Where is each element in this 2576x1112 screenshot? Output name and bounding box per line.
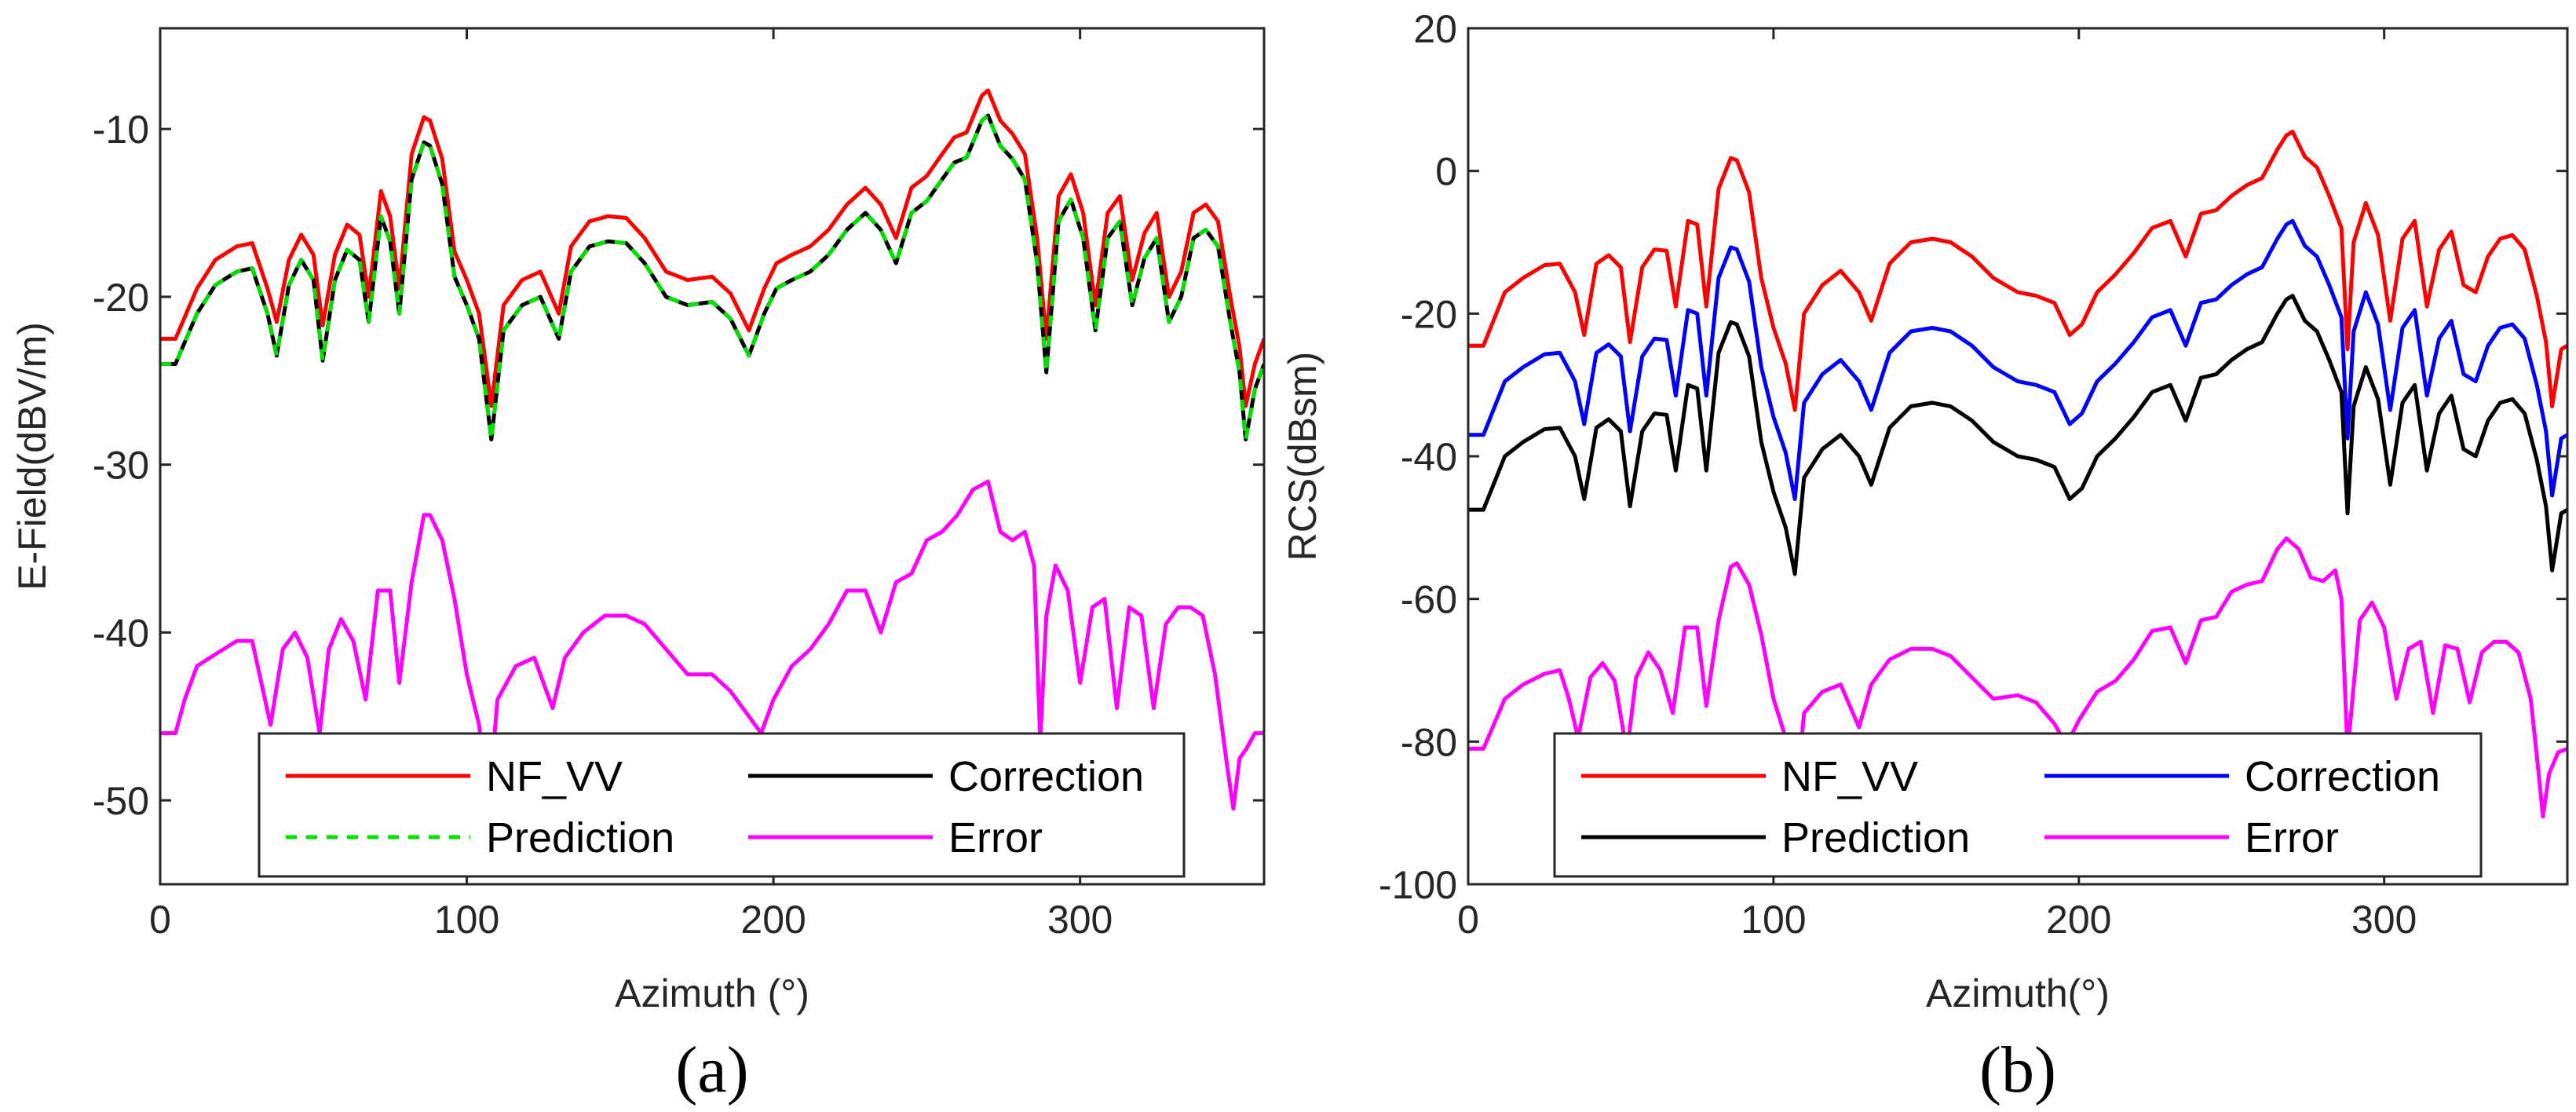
panel-b: 0 100 200 300200-20-40-60-80-100Azimuth(°)R… <box>1281 7 2569 1107</box>
series-line-error <box>160 479 1264 811</box>
legend: NF_VV Correction Prediction Error <box>1553 732 2483 878</box>
panel-a: 0 100 200 300 -10 -20 -30 -40 -50 Azimuth (°) E-Fi… <box>10 27 1266 1107</box>
series-line-error <box>1468 536 2567 819</box>
legend-label-correction: Correction <box>948 753 1144 800</box>
y-tick-label: -40 <box>93 611 149 655</box>
legend-label-nf-vv: NF_VV <box>1781 753 1918 800</box>
x-tick-label: 0 <box>1457 898 1479 942</box>
legend-label-error: Error <box>948 814 1043 861</box>
x-tick-label: 100 <box>1741 898 1806 942</box>
legend-box <box>258 732 1186 878</box>
y-axis-label: RCS(dBsm) <box>1281 352 1325 561</box>
y-tick-label: -40 <box>1401 435 1457 479</box>
y-tick-label: -50 <box>93 779 149 823</box>
x-tick-label: 300 <box>1047 898 1113 942</box>
x-tick-label: 200 <box>740 898 806 942</box>
legend-label-prediction: Prediction <box>486 814 674 861</box>
y-tick-label: 20 <box>1413 7 1457 51</box>
series-line-prediction <box>1468 294 2567 576</box>
x-tick-label: 200 <box>2046 898 2111 942</box>
y-axis-label: E-Field(dBV/m) <box>10 322 54 591</box>
legend-label-error: Error <box>2245 814 2339 861</box>
series-line-nf-vv <box>1468 130 2567 412</box>
x-tick-label: 100 <box>434 898 499 942</box>
y-tick-label: -10 <box>93 108 149 152</box>
legend: NF_VV Correction Prediction Error <box>258 732 1186 878</box>
x-tick-label: 0 <box>149 898 171 942</box>
y-tick-label: -20 <box>93 276 149 320</box>
y-tick-label: -30 <box>93 444 149 488</box>
x-tick-label: 300 <box>2351 898 2417 942</box>
axes-frame <box>159 27 1266 886</box>
series-group <box>160 88 1264 811</box>
legend-label-prediction: Prediction <box>1781 814 1970 861</box>
panel-caption: (b) <box>1979 1033 2056 1107</box>
series-line-correction <box>1468 218 2567 501</box>
series-line-prediction <box>160 113 1264 442</box>
x-axis-label: Azimuth (°) <box>615 971 809 1015</box>
x-axis-label: Azimuth(°) <box>1926 971 2110 1015</box>
series-line-nf-vv <box>160 88 1264 408</box>
legend-label-correction: Correction <box>2245 753 2440 800</box>
y-tick-label: -80 <box>1401 720 1457 764</box>
series-group <box>1468 130 2567 819</box>
y-tick-label: -100 <box>1379 863 1457 907</box>
y-tick-label: -20 <box>1401 292 1457 336</box>
y-tick-label: -60 <box>1401 578 1457 622</box>
legend-box <box>1553 732 2483 878</box>
legend-label-nf-vv: NF_VV <box>486 753 623 800</box>
panel-caption: (a) <box>675 1033 748 1107</box>
y-tick-label: 0 <box>1435 150 1457 194</box>
